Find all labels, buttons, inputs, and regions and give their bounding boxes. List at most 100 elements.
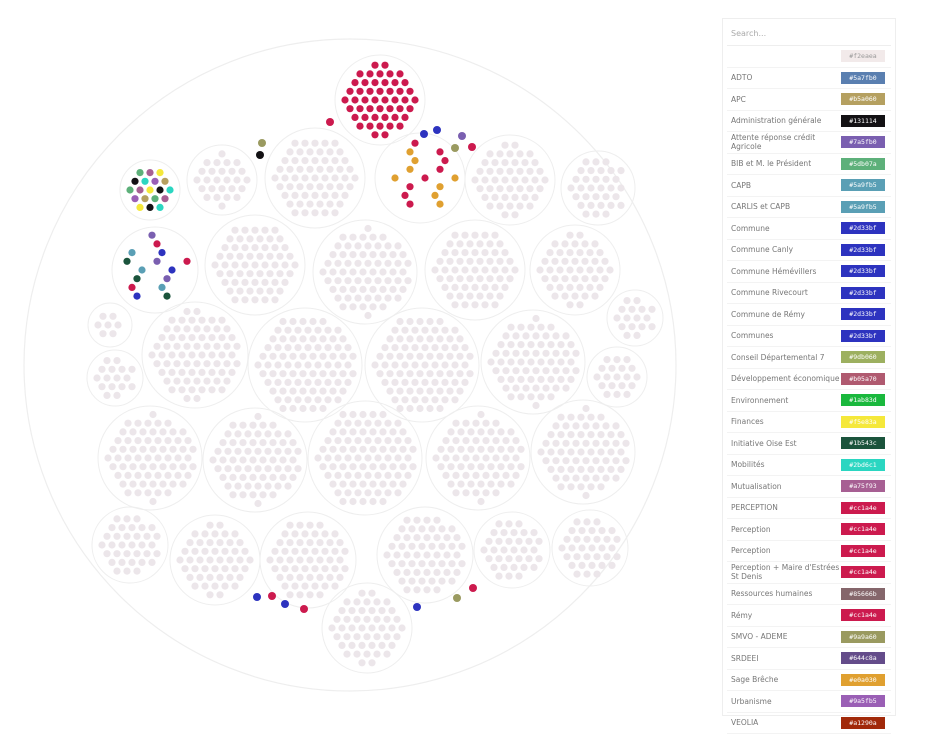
legend-row[interactable]: ADTO #5a7fb0 — [727, 68, 891, 89]
legend-row[interactable]: CARLIS et CAPB #5a9fb5 — [727, 197, 891, 218]
dot — [266, 235, 274, 243]
dot — [384, 489, 392, 497]
dot — [338, 624, 346, 632]
legend-row[interactable]: Communes #2d33bf — [727, 326, 891, 347]
legend-row[interactable]: VEOLIA #a1290a — [727, 713, 891, 734]
dot — [446, 292, 454, 300]
legend-row[interactable]: Commune de Rémy #2d33bf — [727, 304, 891, 326]
legend-row[interactable]: Ressources humaines #85666b — [727, 584, 891, 605]
legend-row[interactable]: Commune Hémévillers #2d33bf — [727, 261, 891, 283]
dot — [324, 277, 332, 285]
legend-row[interactable]: SRDEEI #644c8a — [727, 648, 891, 670]
dot — [617, 465, 625, 473]
dot — [346, 87, 354, 95]
dot — [571, 257, 579, 265]
legend-row[interactable]: CAPB #5a9fb5 — [727, 175, 891, 197]
legend-row[interactable]: PERCEPTION #cc1a4e — [727, 498, 891, 519]
legend-row[interactable]: BIB et M. le Président #5db07a — [727, 154, 891, 175]
dot — [224, 482, 232, 490]
dot — [128, 365, 136, 373]
dot — [446, 275, 454, 283]
color-swatch: #cc1a4e — [841, 609, 885, 622]
search-box[interactable]: Search... — [727, 23, 891, 46]
dot — [229, 473, 237, 481]
dot — [158, 368, 166, 376]
legend-row[interactable]: Commune Rivecourt #2d33bf — [727, 283, 891, 304]
dot — [472, 419, 480, 427]
dot — [436, 275, 444, 283]
dot — [379, 268, 387, 276]
dot — [339, 352, 347, 360]
legend-row[interactable]: APC #b5a060 — [727, 89, 891, 111]
dot — [396, 317, 404, 326]
dot — [109, 463, 117, 471]
legend-row[interactable]: Initiative Oise Est #1b543c — [727, 433, 891, 455]
dot — [456, 370, 464, 378]
dot — [269, 387, 277, 395]
legend-row[interactable]: Mutualisation #a75f93 — [727, 476, 891, 498]
dot — [148, 558, 156, 567]
dot — [576, 283, 584, 291]
dot — [391, 113, 399, 121]
dot — [181, 547, 189, 555]
legend-row[interactable]: Commune #2d33bf — [727, 218, 891, 240]
dot — [379, 497, 387, 506]
dot — [592, 422, 600, 430]
legend-row[interactable]: Administration générale #131114 — [727, 111, 891, 132]
dot — [286, 539, 294, 547]
dot — [453, 534, 461, 542]
dot — [201, 582, 209, 590]
legend-row[interactable]: Sage Brêche #e0a030 — [727, 670, 891, 691]
dot — [436, 387, 444, 395]
legend-row[interactable]: Environnement #1ab83d — [727, 390, 891, 412]
color-swatch: #131114 — [841, 114, 885, 127]
legend-row[interactable]: Perception #cc1a4e — [727, 541, 891, 562]
legend-row[interactable]: Développement économique #b05a70 — [727, 369, 891, 390]
dot — [458, 542, 466, 550]
legend-row[interactable]: Conseil Départemental 7 #9db060 — [727, 347, 891, 369]
dot — [113, 550, 121, 558]
dot — [163, 360, 171, 368]
dot — [304, 326, 312, 334]
legend-row[interactable]: Urbanisme #9a5fb5 — [727, 691, 891, 713]
dot — [241, 565, 249, 573]
dot — [457, 445, 465, 453]
dot — [441, 249, 449, 257]
color-swatch: #cc1a4e — [841, 544, 885, 557]
dot — [321, 530, 329, 538]
dot — [344, 471, 352, 479]
dot — [441, 396, 449, 404]
dot — [552, 384, 560, 392]
legend-row[interactable]: Attente réponse crédit Agricole #7a5fb0 — [727, 132, 891, 154]
dot — [231, 582, 239, 590]
dot — [547, 465, 555, 473]
legend-row[interactable]: Mobilités #2bd6c1 — [727, 455, 891, 476]
legend-row[interactable]: Commune Canly #2d33bf — [727, 240, 891, 261]
dot — [138, 558, 146, 567]
legend-row[interactable]: SMVO - ADEME #9a9a60 — [727, 627, 891, 648]
dot — [476, 185, 484, 193]
legend-row[interactable]: Perception + Maire d'Estrées St Denis #cc… — [727, 562, 891, 584]
legend-row[interactable]: Finances #f5e83a — [727, 412, 891, 433]
dot — [103, 357, 111, 365]
dot — [481, 193, 489, 201]
dot — [577, 201, 585, 209]
dot — [349, 303, 357, 311]
dot — [134, 419, 142, 427]
dot — [603, 373, 611, 381]
dot — [279, 387, 287, 395]
dot — [178, 351, 186, 359]
dot — [393, 615, 401, 623]
dot — [567, 358, 575, 366]
legend-row[interactable]: Rémy #cc1a4e — [727, 605, 891, 627]
dot — [466, 257, 474, 265]
legend-row[interactable]: Perception #cc1a4e — [727, 519, 891, 541]
dot — [341, 174, 349, 182]
dot — [458, 560, 466, 568]
dot — [339, 387, 347, 395]
dot — [386, 70, 394, 78]
dot — [329, 352, 337, 360]
dot — [409, 445, 417, 453]
dot — [517, 323, 525, 331]
dot — [451, 301, 459, 309]
